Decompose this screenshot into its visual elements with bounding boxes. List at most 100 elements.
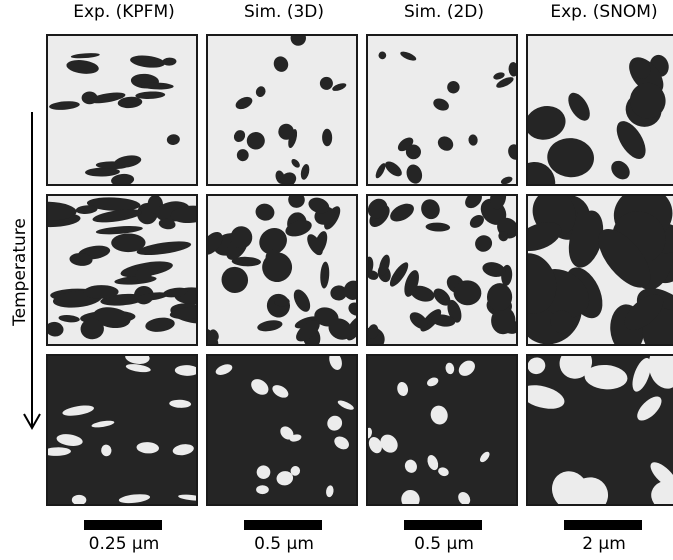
domain-blob <box>406 164 423 184</box>
domain-blob <box>458 492 471 504</box>
domain-blob <box>368 427 372 439</box>
domain-blob <box>170 205 196 224</box>
domain-blob <box>433 98 449 111</box>
domain-blob <box>285 220 312 237</box>
domain-blob <box>559 356 593 379</box>
domain-pattern <box>368 36 516 184</box>
domain-blob <box>320 261 330 289</box>
domain-pattern <box>528 36 673 184</box>
domain-blob <box>404 270 419 297</box>
scale-label-kpfm: 0.25 µm <box>88 534 160 554</box>
domain-blob <box>616 121 646 160</box>
domain-blob <box>235 96 253 110</box>
panel-snom-row-3 <box>526 354 673 506</box>
panel-background <box>368 356 516 504</box>
domain-pattern <box>48 356 196 504</box>
domain-blob <box>368 327 385 344</box>
domain-blob <box>368 198 388 219</box>
domain-blob <box>166 134 180 145</box>
domain-blob <box>257 320 283 332</box>
domain-blob <box>178 494 196 501</box>
domain-blob <box>231 256 261 267</box>
domain-blob <box>290 36 306 46</box>
domain-blob <box>158 218 176 230</box>
domain-blob <box>528 357 546 375</box>
domain-blob <box>276 471 294 486</box>
panel-snom-row-1 <box>526 34 673 186</box>
domain-blob <box>327 415 343 431</box>
column-title-sim-3d: Sim. (3D) <box>243 2 325 22</box>
domain-blob <box>629 82 666 119</box>
scale-bar-sim-2d <box>404 520 482 530</box>
domain-blob <box>130 55 166 68</box>
domain-blob <box>491 306 516 335</box>
domain-blob <box>81 91 98 105</box>
domain-blob <box>611 160 630 180</box>
domain-blob <box>508 62 516 77</box>
domain-blob <box>172 444 194 456</box>
domain-blob <box>48 447 71 456</box>
domain-blob <box>648 356 673 389</box>
domain-blob <box>624 294 664 331</box>
scale-label-sim-3d: 0.5 µm <box>254 534 314 554</box>
domain-blob <box>135 91 166 99</box>
panel-kpfm-row-3 <box>46 354 198 506</box>
domain-blob <box>570 477 609 504</box>
domain-blob <box>256 485 269 495</box>
panel-kpfm-row-1 <box>46 34 198 186</box>
domain-blob <box>498 231 509 242</box>
scale-label-snom: 2 µm <box>582 534 626 554</box>
domain-blob <box>330 285 347 301</box>
domain-blob <box>259 227 287 255</box>
domain-blob <box>427 377 439 387</box>
domain-blob <box>453 280 482 306</box>
domain-blob <box>58 315 80 323</box>
domain-blob <box>114 155 142 168</box>
domain-blob <box>307 234 323 256</box>
domain-blob <box>169 399 192 408</box>
domain-blob <box>308 197 330 214</box>
domain-blob <box>458 360 475 376</box>
domain-blob <box>547 138 594 178</box>
domain-blob <box>438 467 449 477</box>
domain-blob <box>125 364 151 373</box>
domain-blob <box>430 405 448 425</box>
domain-blob <box>48 201 77 221</box>
domain-blob <box>500 176 513 184</box>
domain-blob <box>469 215 484 228</box>
domain-blob <box>118 494 151 504</box>
domain-blob <box>329 356 342 370</box>
panel-snom-row-2 <box>526 194 673 346</box>
domain-blob <box>262 252 293 282</box>
domain-blob <box>433 288 451 306</box>
domain-blob <box>528 106 566 140</box>
domain-blob <box>255 203 275 221</box>
domain-blob <box>642 308 673 344</box>
panel-sim-3d-row-2 <box>206 194 358 346</box>
domain-blob <box>280 426 294 440</box>
domain-blob <box>296 320 320 342</box>
domain-blob <box>135 267 152 283</box>
domain-blob <box>85 167 120 177</box>
domain-blob <box>141 82 174 90</box>
domain-blob <box>326 485 334 498</box>
panel-sim-2d-row-1 <box>366 34 518 186</box>
domain-blob <box>528 161 556 184</box>
domain-blob <box>496 77 514 88</box>
domain-blob <box>86 197 141 211</box>
scale-bar-snom <box>564 520 642 530</box>
domain-blob <box>208 328 219 344</box>
domain-blob <box>651 480 673 504</box>
domain-blob <box>401 489 420 504</box>
domain-blob <box>508 144 516 160</box>
domain-pattern <box>528 356 673 504</box>
domain-blob <box>273 56 289 72</box>
domain-blob <box>125 356 150 364</box>
domain-blob <box>208 231 223 255</box>
domain-blob <box>111 173 135 184</box>
domain-blob <box>256 465 271 479</box>
domain-blob <box>274 297 290 307</box>
panel-kpfm-row-2 <box>46 194 198 346</box>
domain-blob <box>62 405 94 416</box>
domain-blob <box>221 266 249 293</box>
